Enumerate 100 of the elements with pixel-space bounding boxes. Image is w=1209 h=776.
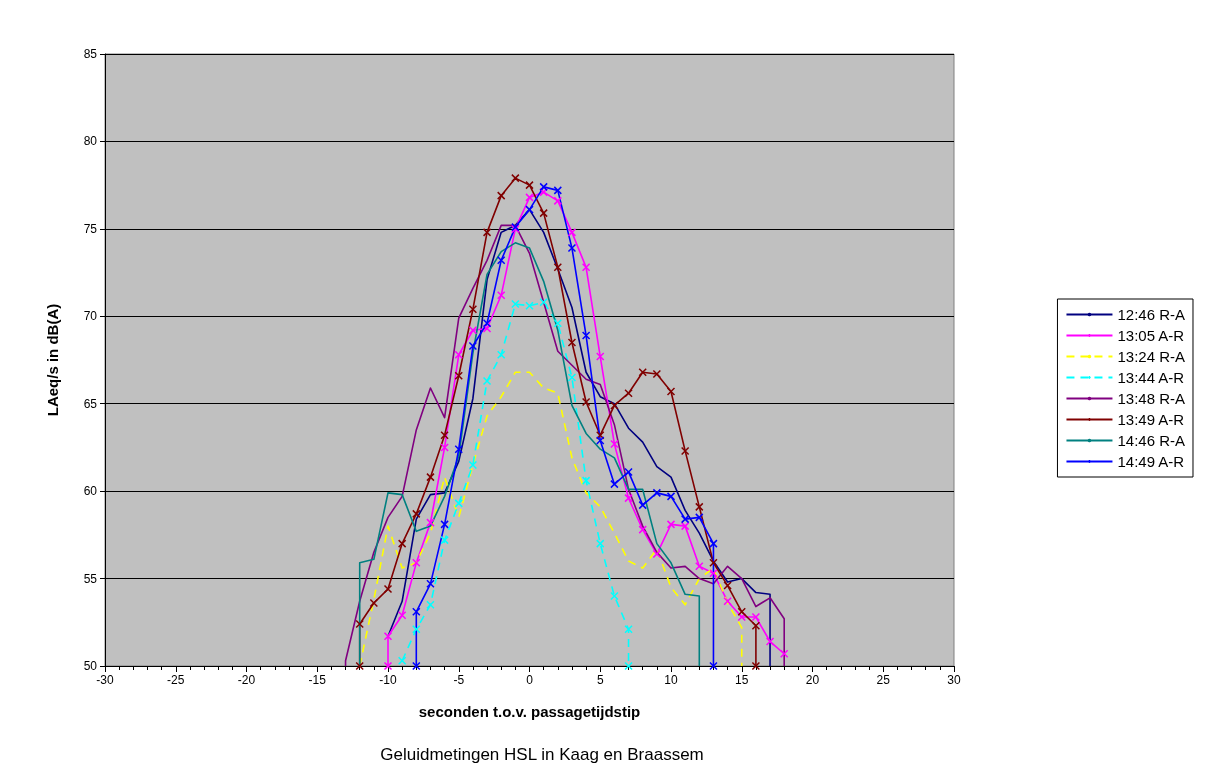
point <box>482 324 492 333</box>
x-tick-label: -25 <box>167 673 185 687</box>
y-tick-label: 80 <box>83 134 98 149</box>
point <box>581 397 591 407</box>
point <box>482 376 492 386</box>
legend-label: 13:05 A-R <box>1117 327 1185 344</box>
point <box>751 612 761 622</box>
point <box>468 326 478 335</box>
line-series <box>344 224 785 667</box>
point <box>525 193 534 202</box>
point <box>567 243 577 253</box>
x-tick-label: 25 <box>876 673 891 687</box>
point <box>539 298 548 307</box>
y-tick-label: 55 <box>83 571 98 586</box>
point <box>596 352 605 361</box>
point <box>624 388 633 398</box>
point <box>525 205 534 214</box>
x-tick-label: 20 <box>805 673 820 687</box>
legend-label: 13:44 A-R <box>1117 369 1185 386</box>
point <box>482 228 492 237</box>
x-tick-label: 30 <box>947 673 961 687</box>
point <box>426 518 435 527</box>
point <box>695 562 704 571</box>
point <box>596 436 605 445</box>
point <box>709 661 718 671</box>
point <box>355 619 364 629</box>
point <box>737 607 746 617</box>
point <box>412 509 421 519</box>
point <box>737 612 746 622</box>
x-tick-label: -10 <box>379 673 397 687</box>
point <box>397 539 407 548</box>
x-tick-label: -30 <box>96 673 114 687</box>
legend-label: 13:49 A-R <box>1117 411 1185 428</box>
point <box>652 369 662 379</box>
point <box>454 499 463 508</box>
point <box>666 520 676 529</box>
point <box>638 367 647 377</box>
point <box>624 661 633 671</box>
x-tick-label: -5 <box>453 673 465 687</box>
y-axis-title: LAeq/s in dB(A) <box>44 303 61 417</box>
point <box>680 446 690 456</box>
point <box>496 256 506 265</box>
point <box>539 187 548 197</box>
point <box>412 625 421 634</box>
point <box>468 305 478 314</box>
point <box>525 180 534 190</box>
point <box>383 584 393 594</box>
y-tick-label: 85 <box>83 47 98 61</box>
point <box>440 430 449 440</box>
point <box>666 492 676 501</box>
point <box>723 597 732 606</box>
point <box>553 186 563 195</box>
point <box>610 479 619 489</box>
point <box>525 301 534 311</box>
point <box>539 182 548 192</box>
line-series <box>358 371 743 667</box>
point <box>511 299 520 309</box>
point <box>412 607 421 617</box>
point <box>695 502 704 512</box>
x-axis-title: seconden t.o.v. passagetijdstip <box>418 703 641 720</box>
point <box>709 558 718 568</box>
point <box>779 649 789 659</box>
point <box>610 591 619 601</box>
point <box>454 350 463 359</box>
point <box>581 476 591 485</box>
point <box>383 632 393 641</box>
point <box>652 549 662 559</box>
point <box>567 228 577 237</box>
point <box>383 661 393 671</box>
point <box>496 291 506 300</box>
point <box>695 513 704 522</box>
legend-label: 14:49 A-R <box>1117 453 1185 470</box>
point <box>624 467 633 477</box>
point <box>440 443 449 452</box>
point <box>765 637 775 646</box>
point <box>412 558 421 568</box>
point <box>468 341 478 351</box>
point <box>511 173 520 183</box>
point <box>638 525 647 534</box>
point <box>426 472 435 482</box>
point <box>496 350 506 359</box>
point <box>397 656 407 665</box>
point <box>581 331 591 340</box>
point <box>397 611 407 620</box>
x-tick-label: 5 <box>596 673 604 687</box>
x-tick-label: -20 <box>237 673 256 687</box>
point <box>454 444 463 454</box>
point <box>567 338 577 347</box>
point <box>553 319 563 328</box>
point <box>412 661 421 671</box>
point <box>369 598 379 608</box>
point <box>440 535 449 545</box>
point <box>468 460 478 470</box>
legend-label: 14:46 R-A <box>1117 432 1186 449</box>
point <box>751 621 761 631</box>
x-tick-label: 10 <box>664 673 678 687</box>
point <box>440 520 449 529</box>
point <box>553 263 563 272</box>
point <box>482 319 492 328</box>
point <box>709 539 718 548</box>
